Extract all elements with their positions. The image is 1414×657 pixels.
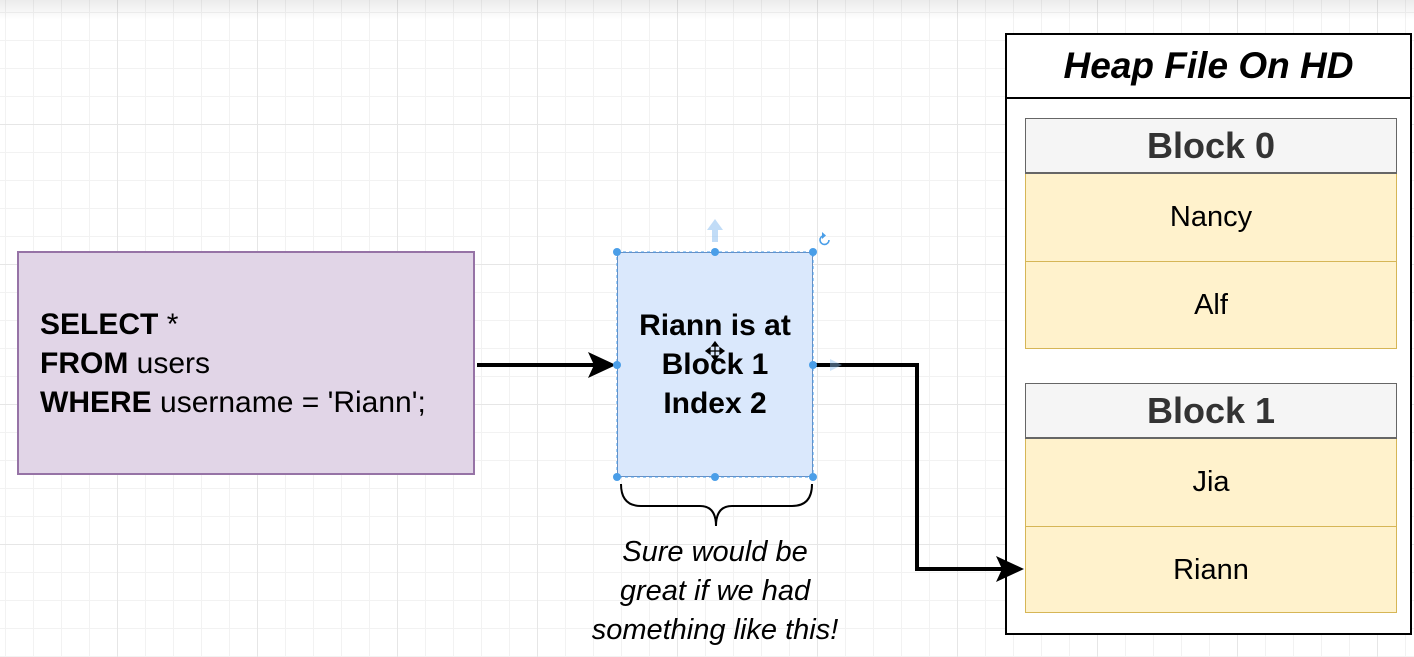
caption-line: something like this! <box>591 614 839 646</box>
index-line: Riann is at <box>639 309 791 342</box>
index-lookup-box[interactable]: Riann is at Block 1 Index 2 <box>617 252 813 477</box>
sql-text: users <box>128 346 211 380</box>
caption-text[interactable]: Sure would be great if we had something … <box>560 533 870 650</box>
index-line: Block 1 <box>661 348 769 381</box>
sql-query-box[interactable]: SELECT * FROM users WHERE username = 'Ri… <box>17 251 475 475</box>
block-header: Block 0 <box>1025 118 1397 174</box>
block-row[interactable]: Alf <box>1026 261 1396 349</box>
rotate-handle-icon[interactable] <box>819 232 830 246</box>
heap-file-title: Heap File On HD <box>1007 35 1410 99</box>
block-1[interactable]: Block 1 Jia Riann <box>1025 383 1397 613</box>
block-row[interactable]: Nancy <box>1169 200 1253 233</box>
sql-line-from: FROM users <box>40 344 473 383</box>
block-row[interactable]: Jia <box>1192 465 1230 498</box>
connection-arrow-up-icon[interactable] <box>707 219 723 242</box>
block-0[interactable]: Block 0 Nancy Alf <box>1025 118 1397 349</box>
block-row[interactable]: Riann <box>1026 526 1396 614</box>
sql-keyword: SELECT <box>40 307 159 341</box>
sql-keyword: WHERE <box>40 385 152 419</box>
caption-line: Sure would be <box>622 536 808 568</box>
index-line: Index 2 <box>663 387 767 420</box>
arrow-query-to-index[interactable] <box>477 352 616 378</box>
heap-file-container[interactable]: Heap File On HD Block 0 Nancy Alf Block … <box>1005 33 1412 635</box>
connection-arrow-right-icon[interactable] <box>830 359 842 371</box>
sql-keyword: FROM <box>40 346 129 380</box>
sql-line-select: SELECT * <box>40 305 473 344</box>
canvas-top-shadow <box>0 0 1414 20</box>
block-header: Block 1 <box>1025 383 1397 439</box>
sql-text: username = 'Riann'; <box>151 385 426 419</box>
sql-text: * <box>158 307 179 341</box>
curly-brace <box>620 483 813 527</box>
caption-line: great if we had <box>619 575 811 607</box>
sql-line-where: WHERE username = 'Riann'; <box>40 383 473 422</box>
